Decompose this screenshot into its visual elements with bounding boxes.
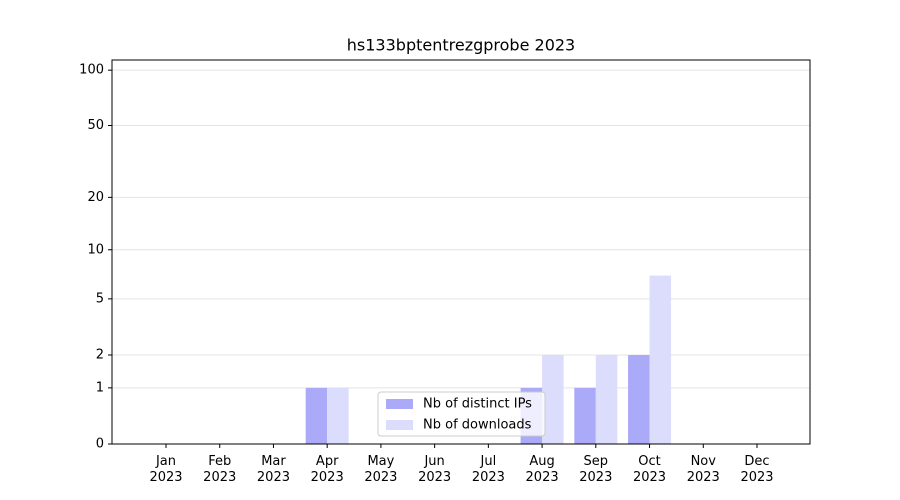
x-tick-label: Aug 2023 [526, 454, 559, 485]
bar [595, 355, 618, 444]
y-tick-label: 2 [96, 348, 104, 363]
y-tick-label: 1 [96, 380, 104, 395]
bar [574, 387, 596, 444]
x-tick-label: Mar 2023 [257, 454, 290, 485]
legend-label: Nb of downloads [423, 418, 532, 433]
y-tick-label: 0 [96, 437, 104, 452]
chart-title: hs133bptentrezgprobe 2023 [347, 36, 575, 55]
y-tick-label: 100 [79, 63, 104, 78]
y-tick-label: 50 [87, 118, 104, 133]
plot-frame [111, 59, 811, 445]
bar [628, 355, 650, 444]
bar [649, 275, 672, 444]
x-tick-label: May 2023 [364, 454, 397, 485]
x-tick-label: Jul 2023 [472, 454, 505, 485]
x-tick-label: Apr 2023 [311, 454, 344, 485]
legend-swatch [386, 420, 413, 430]
legend-swatch [386, 399, 413, 409]
y-tick-label: 5 [96, 291, 104, 306]
x-tick-label: Sep 2023 [579, 454, 612, 485]
x-tick-label: Jun 2023 [418, 454, 451, 485]
y-tick-label: 20 [87, 190, 104, 205]
x-tick-label: Oct 2023 [633, 454, 666, 485]
legend-label: Nb of distinct IPs [423, 397, 532, 412]
x-tick-label: Feb 2023 [203, 454, 236, 485]
bar [327, 387, 349, 444]
x-tick-label: Dec 2023 [740, 454, 773, 485]
x-tick-label: Nov 2023 [687, 454, 720, 485]
legend-box [377, 391, 546, 437]
x-tick-label: Jan 2023 [149, 454, 182, 485]
bar [305, 387, 328, 444]
bar [542, 355, 564, 444]
y-tick-label: 10 [87, 242, 104, 257]
